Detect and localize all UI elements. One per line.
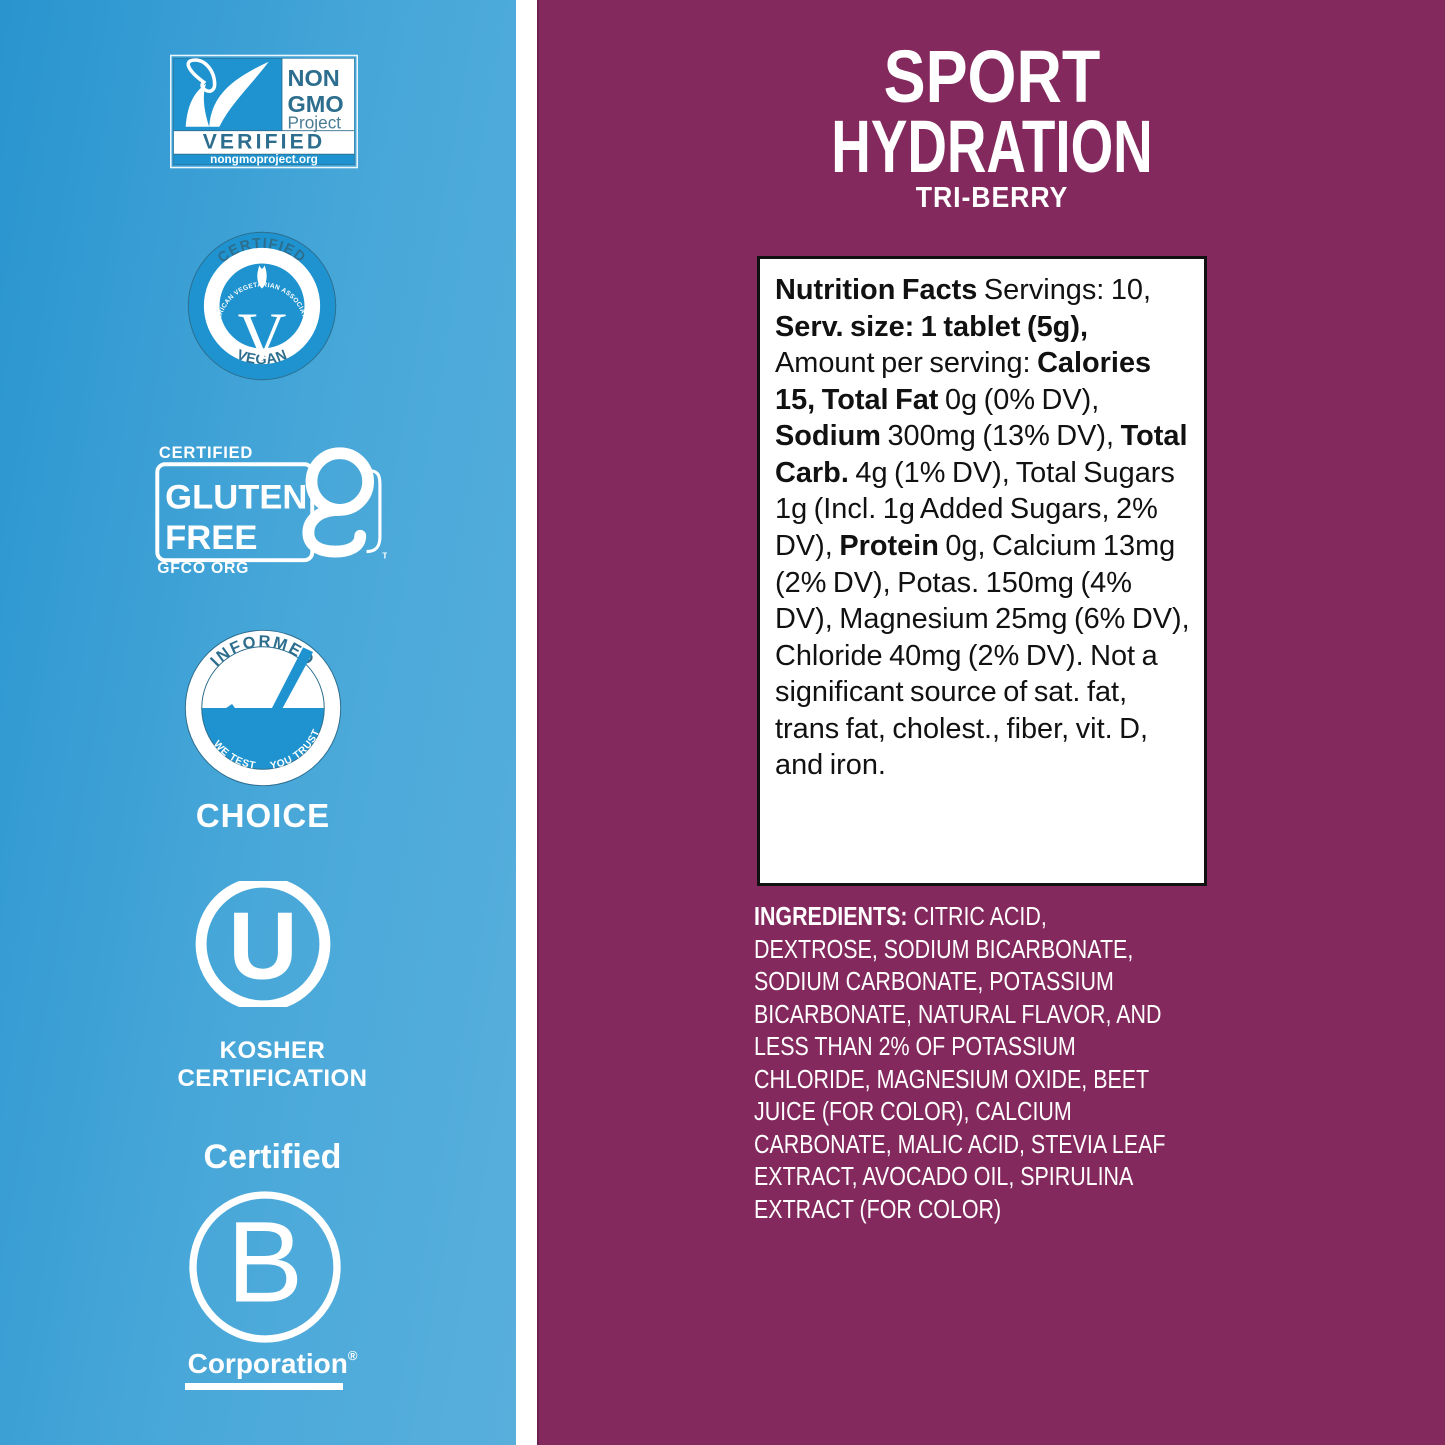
svg-text:B: B bbox=[227, 1199, 303, 1327]
svg-text:U: U bbox=[228, 893, 297, 1000]
svg-text:Project: Project bbox=[288, 112, 342, 132]
svg-text:NON: NON bbox=[288, 65, 340, 91]
svg-text:V: V bbox=[238, 299, 287, 374]
svg-text:CERTIFIED: CERTIFIED bbox=[159, 443, 253, 462]
svg-text:TM: TM bbox=[382, 551, 387, 561]
svg-text:nongmoproject.org: nongmoproject.org bbox=[210, 153, 318, 166]
svg-text:FREE: FREE bbox=[165, 519, 257, 557]
svg-text:GLUTEN: GLUTEN bbox=[165, 478, 307, 516]
svg-text:VERIFIED: VERIFIED bbox=[203, 131, 326, 154]
svg-text:GFCO ORG: GFCO ORG bbox=[157, 560, 249, 577]
